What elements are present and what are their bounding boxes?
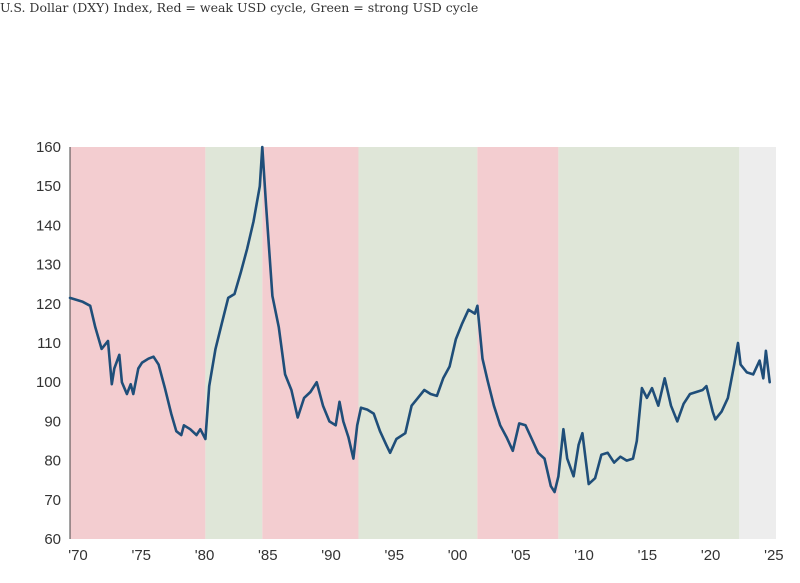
y-tick-label: 130: [36, 257, 61, 274]
y-tick-label: 120: [36, 296, 61, 313]
y-tick-label: 80: [44, 453, 61, 470]
y-tick-label: 150: [36, 178, 61, 195]
x-tick-label: '85: [258, 547, 278, 564]
cycle-band-strong-5: [558, 147, 740, 539]
x-tick-label: '90: [321, 547, 341, 564]
cycle-band-strong-1: [205, 147, 263, 539]
cycle-band-strong-3: [358, 147, 478, 539]
x-tick-label: '15: [638, 547, 658, 564]
y-tick-label: 160: [36, 139, 61, 156]
x-tick-label: '70: [68, 547, 88, 564]
y-tick-label: 110: [37, 335, 61, 352]
y-axis-ticks: 60 70 80 90 100 110 120 130 140 150 160: [36, 139, 61, 548]
cycle-band-weak-0: [70, 147, 206, 539]
x-axis-ticks: '70 '75 '80 '85 '90 '95 '00 '05 '10 '15 '20 '25: [68, 547, 783, 564]
cycle-band-weak-4: [477, 147, 559, 539]
x-tick-label: '00: [448, 547, 468, 564]
cycle-bands: [70, 147, 776, 539]
x-tick-label: '10: [574, 547, 594, 564]
x-tick-label: '75: [131, 547, 151, 564]
cycle-band-current-6: [739, 147, 776, 539]
y-tick-label: 70: [44, 492, 61, 509]
x-tick-label: '05: [511, 547, 531, 564]
y-tick-label: 100: [36, 374, 61, 391]
cycle-band-weak-2: [262, 147, 359, 539]
chart-title: U.S. Dollar (DXY) Index, Red = weak USD …: [0, 0, 479, 15]
x-tick-label: '25: [764, 547, 784, 564]
dxy-series-line: [68, 145, 771, 494]
y-tick-label: 60: [44, 531, 61, 548]
x-tick-label: '80: [195, 547, 215, 564]
x-tick-label: '95: [385, 547, 405, 564]
y-tick-label: 90: [44, 413, 61, 430]
y-tick-label: 140: [36, 217, 61, 234]
x-tick-label: '20: [701, 547, 721, 564]
